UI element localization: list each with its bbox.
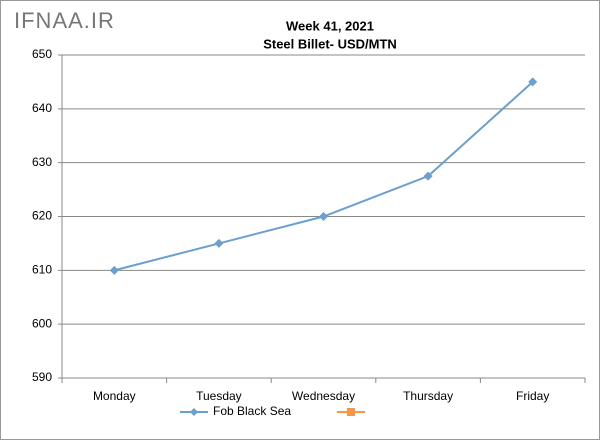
point	[319, 212, 328, 221]
watermark: IFNAA.IR	[14, 8, 115, 33]
legend-marker	[190, 408, 198, 416]
x-tick-label: Tuesday	[196, 389, 242, 403]
chart-subtitle: Steel Billet- USD/MTN	[263, 36, 397, 51]
chart-title: Week 41, 2021	[286, 18, 374, 33]
x-tick-label: Wednesday	[292, 389, 355, 403]
point	[214, 238, 224, 248]
y-tick-label: 620	[32, 209, 52, 223]
point	[423, 171, 433, 181]
y-tick-label: 610	[32, 263, 52, 277]
x-tick-label: Friday	[516, 389, 549, 403]
y-tick-label: 650	[32, 47, 52, 61]
y-tick-label: 600	[32, 316, 52, 330]
point	[528, 77, 538, 87]
y-tick-label: 590	[32, 370, 52, 384]
y-tick-label: 640	[32, 101, 52, 115]
x-tick-label: Thursday	[403, 389, 453, 403]
x-tick-label: Monday	[93, 389, 136, 403]
point	[109, 265, 119, 275]
legend-label: Fob Black Sea	[213, 404, 291, 418]
legend-marker	[347, 408, 355, 416]
y-tick-label: 630	[32, 155, 52, 169]
